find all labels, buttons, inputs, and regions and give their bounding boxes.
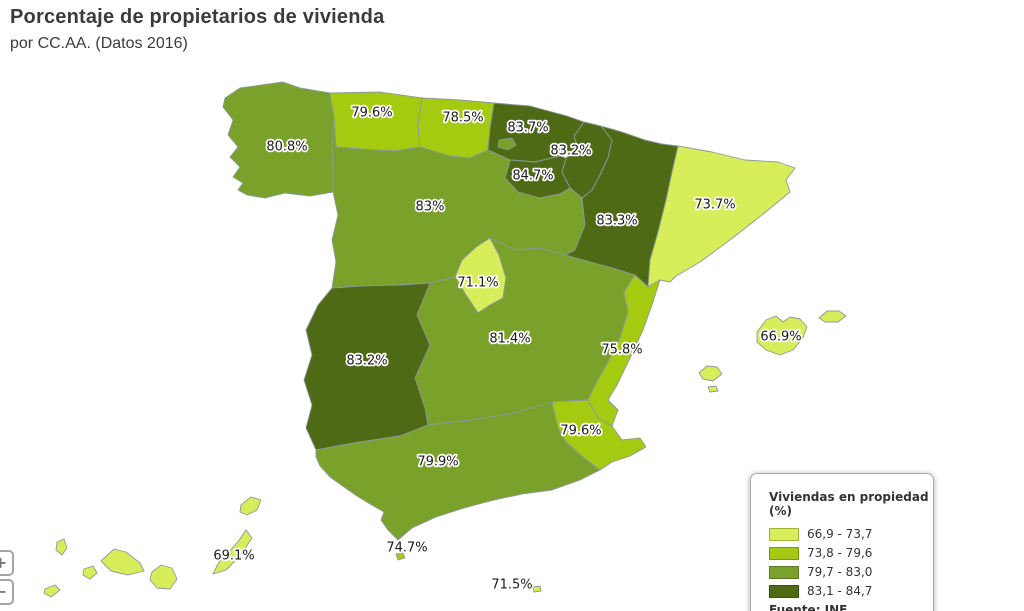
legend-range-label: 79,7 - 83,0 — [807, 565, 873, 579]
region-value-label-la-rioja: 84.7% — [512, 169, 553, 184]
region-melilla[interactable] — [532, 585, 542, 593]
zoom-out-button[interactable]: − — [0, 579, 14, 605]
region-cantabria[interactable] — [417, 97, 495, 159]
legend-source: Fuente: INE — [769, 603, 848, 611]
legend-row: 66,9 - 73,7 — [769, 527, 933, 541]
legend-range-label: 66,9 - 73,7 — [807, 527, 873, 541]
region-value-label-castilla-la-mancha: 81.4% — [489, 332, 530, 347]
legend-range-label: 73,8 - 79,6 — [807, 546, 873, 560]
region-value-label-canarias: 69.1% — [213, 549, 254, 564]
region-baleares[interactable] — [698, 310, 847, 393]
legend-box: Viviendas en propiedad (%) 66,9 - 73,7 7… — [750, 473, 934, 611]
region-value-label-aragon: 83.3% — [596, 214, 637, 229]
region-canarias[interactable] — [43, 496, 262, 598]
region-value-label-extremadura: 83.2% — [346, 354, 387, 369]
region-value-label-andalucia: 79.9% — [417, 455, 458, 470]
region-value-label-castilla-y-leon: 83% — [416, 200, 445, 215]
region-value-label-navarra: 83.2% — [550, 144, 591, 159]
legend-swatch-class1 — [769, 527, 799, 541]
legend-swatch-class3 — [769, 565, 799, 579]
region-value-label-pais-vasco: 83.7% — [507, 121, 548, 136]
region-value-label-asturias: 79.6% — [351, 106, 392, 121]
region-andalucia[interactable] — [315, 401, 601, 541]
region-ceuta[interactable] — [395, 552, 406, 561]
region-asturias[interactable] — [329, 91, 423, 152]
region-value-label-cataluna: 73.7% — [694, 198, 735, 213]
page-title: Porcentaje de propietarios de vivienda — [10, 6, 385, 28]
legend-range-label: 83,1 - 84,7 — [807, 584, 873, 598]
region-value-label-murcia: 79.6% — [560, 424, 601, 439]
region-value-label-ceuta: 74.7% — [386, 541, 427, 556]
legend-swatch-class2 — [769, 546, 799, 560]
legend-row: 79,7 - 83,0 — [769, 565, 933, 579]
header: Porcentaje de propietarios de vivienda p… — [10, 6, 384, 53]
legend-swatch-class4 — [769, 584, 799, 598]
region-galicia[interactable] — [222, 81, 335, 199]
region-trevino-enclave — [497, 137, 517, 151]
region-value-label-melilla: 71.5% — [491, 578, 532, 593]
region-value-label-galicia: 80.8% — [266, 140, 307, 155]
region-value-label-baleares: 66.9% — [760, 330, 801, 345]
legend-title: Viviendas en propiedad (%) — [769, 490, 929, 518]
region-value-label-madrid: 71.1% — [457, 276, 498, 291]
legend-row: 73,8 - 79,6 — [769, 546, 933, 560]
region-value-label-cantabria: 78.5% — [442, 111, 483, 126]
page-subtitle: por CC.AA. (Datos 2016) — [10, 35, 188, 52]
region-value-label-comunidad-valenciana: 75.8% — [601, 343, 642, 358]
zoom-in-button[interactable]: + — [0, 550, 14, 576]
legend-row: 83,1 - 84,7 — [769, 584, 933, 598]
